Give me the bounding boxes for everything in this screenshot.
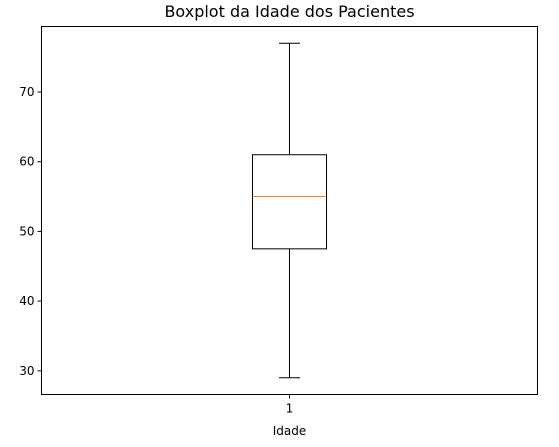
x-tick-label: 1: [286, 402, 294, 416]
y-tick-label: 70: [19, 85, 34, 99]
chart-title: Boxplot da Idade dos Pacientes: [164, 2, 414, 21]
y-tick-label: 40: [19, 294, 34, 308]
x-axis-label: Idade: [273, 424, 307, 438]
y-axis: 30 40 50 60 70: [19, 85, 42, 378]
y-tick-label: 50: [19, 224, 34, 238]
y-tick-label: 60: [19, 155, 34, 169]
plot-area: [252, 42, 327, 379]
iqr-box: [252, 154, 327, 250]
plot-frame: [41, 26, 538, 395]
y-tick-label: 30: [19, 364, 34, 378]
x-axis: 1: [286, 394, 294, 416]
